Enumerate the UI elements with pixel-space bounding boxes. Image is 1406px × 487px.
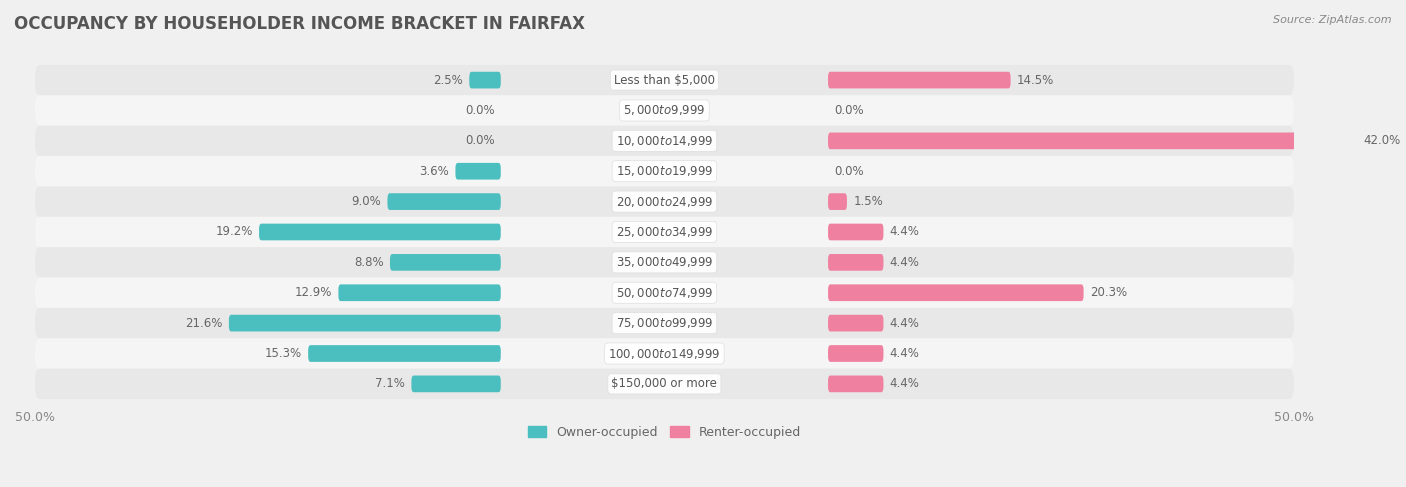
Text: $75,000 to $99,999: $75,000 to $99,999 (616, 316, 713, 330)
Text: $5,000 to $9,999: $5,000 to $9,999 (623, 103, 706, 117)
FancyBboxPatch shape (828, 375, 883, 392)
FancyBboxPatch shape (35, 217, 1294, 247)
FancyBboxPatch shape (456, 163, 501, 180)
FancyBboxPatch shape (35, 156, 1294, 187)
Text: 7.1%: 7.1% (375, 377, 405, 391)
FancyBboxPatch shape (339, 284, 501, 301)
Text: 2.5%: 2.5% (433, 74, 463, 87)
FancyBboxPatch shape (35, 338, 1294, 369)
Text: OCCUPANCY BY HOUSEHOLDER INCOME BRACKET IN FAIRFAX: OCCUPANCY BY HOUSEHOLDER INCOME BRACKET … (14, 15, 585, 33)
FancyBboxPatch shape (828, 72, 1011, 89)
Text: 20.3%: 20.3% (1090, 286, 1128, 299)
FancyBboxPatch shape (35, 65, 1294, 95)
FancyBboxPatch shape (229, 315, 501, 332)
Text: 0.0%: 0.0% (465, 134, 495, 148)
FancyBboxPatch shape (35, 95, 1294, 126)
FancyBboxPatch shape (828, 254, 883, 271)
Text: 0.0%: 0.0% (834, 104, 863, 117)
FancyBboxPatch shape (389, 254, 501, 271)
Text: 0.0%: 0.0% (465, 104, 495, 117)
Text: 4.4%: 4.4% (890, 256, 920, 269)
Text: 3.6%: 3.6% (419, 165, 449, 178)
FancyBboxPatch shape (828, 224, 883, 241)
Text: $10,000 to $14,999: $10,000 to $14,999 (616, 134, 713, 148)
FancyBboxPatch shape (828, 284, 1084, 301)
FancyBboxPatch shape (828, 132, 1357, 149)
FancyBboxPatch shape (35, 278, 1294, 308)
Text: 9.0%: 9.0% (352, 195, 381, 208)
Text: 1.5%: 1.5% (853, 195, 883, 208)
FancyBboxPatch shape (35, 308, 1294, 338)
Text: 19.2%: 19.2% (215, 225, 253, 239)
FancyBboxPatch shape (259, 224, 501, 241)
Text: $20,000 to $24,999: $20,000 to $24,999 (616, 195, 713, 208)
FancyBboxPatch shape (470, 72, 501, 89)
Text: 4.4%: 4.4% (890, 225, 920, 239)
FancyBboxPatch shape (828, 193, 846, 210)
Text: 4.4%: 4.4% (890, 377, 920, 391)
Text: $150,000 or more: $150,000 or more (612, 377, 717, 391)
Text: 12.9%: 12.9% (295, 286, 332, 299)
Text: $25,000 to $34,999: $25,000 to $34,999 (616, 225, 713, 239)
Legend: Owner-occupied, Renter-occupied: Owner-occupied, Renter-occupied (523, 421, 806, 444)
Text: $15,000 to $19,999: $15,000 to $19,999 (616, 164, 713, 178)
Text: 4.4%: 4.4% (890, 347, 920, 360)
FancyBboxPatch shape (412, 375, 501, 392)
Text: 4.4%: 4.4% (890, 317, 920, 330)
Text: 8.8%: 8.8% (354, 256, 384, 269)
FancyBboxPatch shape (828, 315, 883, 332)
Text: 15.3%: 15.3% (264, 347, 302, 360)
FancyBboxPatch shape (828, 345, 883, 362)
FancyBboxPatch shape (388, 193, 501, 210)
FancyBboxPatch shape (35, 126, 1294, 156)
Text: 0.0%: 0.0% (834, 165, 863, 178)
FancyBboxPatch shape (35, 187, 1294, 217)
FancyBboxPatch shape (35, 247, 1294, 278)
Text: Source: ZipAtlas.com: Source: ZipAtlas.com (1274, 15, 1392, 25)
Text: $100,000 to $149,999: $100,000 to $149,999 (609, 347, 721, 360)
FancyBboxPatch shape (35, 369, 1294, 399)
Text: 42.0%: 42.0% (1362, 134, 1400, 148)
Text: $50,000 to $74,999: $50,000 to $74,999 (616, 286, 713, 300)
Text: 21.6%: 21.6% (186, 317, 222, 330)
Text: $35,000 to $49,999: $35,000 to $49,999 (616, 255, 713, 269)
Text: Less than $5,000: Less than $5,000 (614, 74, 714, 87)
Text: 14.5%: 14.5% (1017, 74, 1054, 87)
FancyBboxPatch shape (308, 345, 501, 362)
